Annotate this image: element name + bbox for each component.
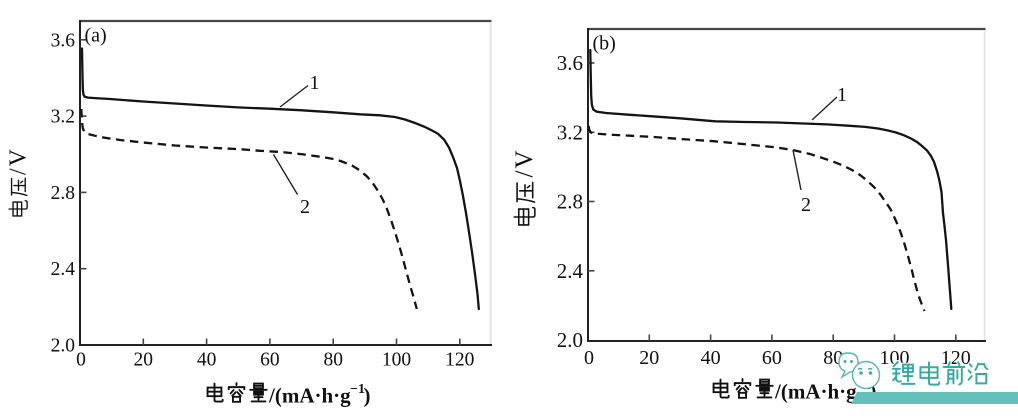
svg-text:2.4: 2.4 [51,259,76,280]
svg-text:/(mA·h·g: /(mA·h·g [774,380,857,404]
svg-text:(b): (b) [593,33,616,55]
svg-text:3.6: 3.6 [51,30,76,51]
svg-text:2: 2 [801,194,811,216]
svg-text:2.8: 2.8 [557,190,583,214]
svg-text:3.2: 3.2 [557,120,583,144]
svg-text:40: 40 [197,350,217,371]
svg-text:0: 0 [76,350,86,371]
svg-text:2.0: 2.0 [557,328,583,352]
svg-text:): ) [870,380,877,404]
svg-text:2: 2 [300,196,310,218]
svg-text:/V: /V [511,150,538,177]
svg-text:20: 20 [134,350,154,371]
svg-text:1: 1 [837,84,847,106]
svg-text:/V: /V [6,148,32,175]
svg-text:20: 20 [639,347,659,369]
svg-text:1: 1 [310,72,320,94]
svg-text:(a): (a) [85,25,107,47]
svg-text:120: 120 [445,350,474,371]
svg-text:80: 80 [323,350,343,371]
svg-text:80: 80 [823,347,843,369]
svg-text:100: 100 [382,350,411,371]
svg-text:60: 60 [762,347,782,369]
svg-text:60: 60 [260,350,280,371]
svg-text:−1: −1 [350,382,365,397]
svg-text:0: 0 [584,347,594,369]
svg-text:): ) [364,384,371,408]
svg-text:/(mA·h·g: /(mA·h·g [268,384,351,408]
svg-text:2.4: 2.4 [557,259,584,283]
svg-text:3.6: 3.6 [557,51,583,75]
svg-text:3.2: 3.2 [51,107,75,128]
svg-text:2.0: 2.0 [51,336,75,357]
svg-text:40: 40 [701,347,721,369]
svg-text:2.8: 2.8 [51,183,75,204]
